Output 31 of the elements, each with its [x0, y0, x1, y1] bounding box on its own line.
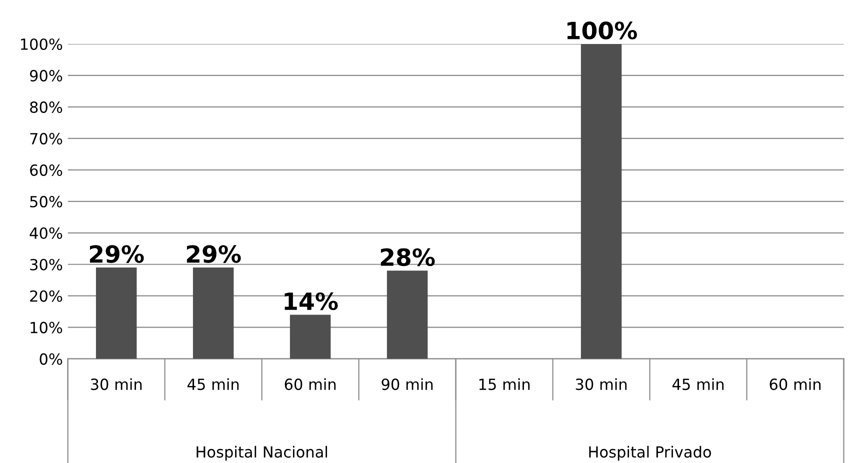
data-label: 14%: [284, 292, 338, 310]
data-label: 29%: [186, 245, 241, 263]
y-tick-label: 80%: [30, 101, 62, 113]
y-tick-label: 50%: [30, 196, 62, 208]
bar: [580, 44, 622, 359]
x-tick-label: 90 min: [382, 378, 433, 390]
data-label: 28%: [380, 248, 435, 266]
text: Hospital Privado: [589, 446, 711, 461]
x-tick-label: 30 min: [576, 378, 627, 390]
data-label: 100%: [567, 22, 638, 40]
y-tick-label: 30%: [30, 258, 62, 270]
x-tick-label: 60 min: [770, 378, 821, 390]
y-tick-label: 90%: [30, 70, 62, 82]
x-tick-label: 45 min: [672, 378, 724, 390]
bar: [290, 314, 331, 359]
data-label: 29%: [90, 245, 144, 263]
y-tick-label: 70%: [30, 132, 62, 144]
bar: [96, 268, 137, 359]
y-tick-label: 60%: [30, 164, 62, 176]
text: Hospital Nacional: [196, 446, 328, 461]
x-tick-label: 30 min: [90, 378, 142, 390]
y-tick-label: 10%: [30, 322, 62, 334]
x-tick-label: 15 min: [479, 378, 530, 390]
bar: [192, 268, 234, 359]
y-tick-label: 20%: [30, 290, 62, 302]
x-tick-label: 60 min: [284, 378, 336, 390]
y-tick-label: 40%: [30, 227, 62, 239]
y-tick-label: 0%: [40, 353, 62, 365]
x-tick-label: 45 min: [188, 378, 239, 390]
y-tick-label: 100%: [20, 38, 62, 50]
bar: [386, 270, 428, 359]
